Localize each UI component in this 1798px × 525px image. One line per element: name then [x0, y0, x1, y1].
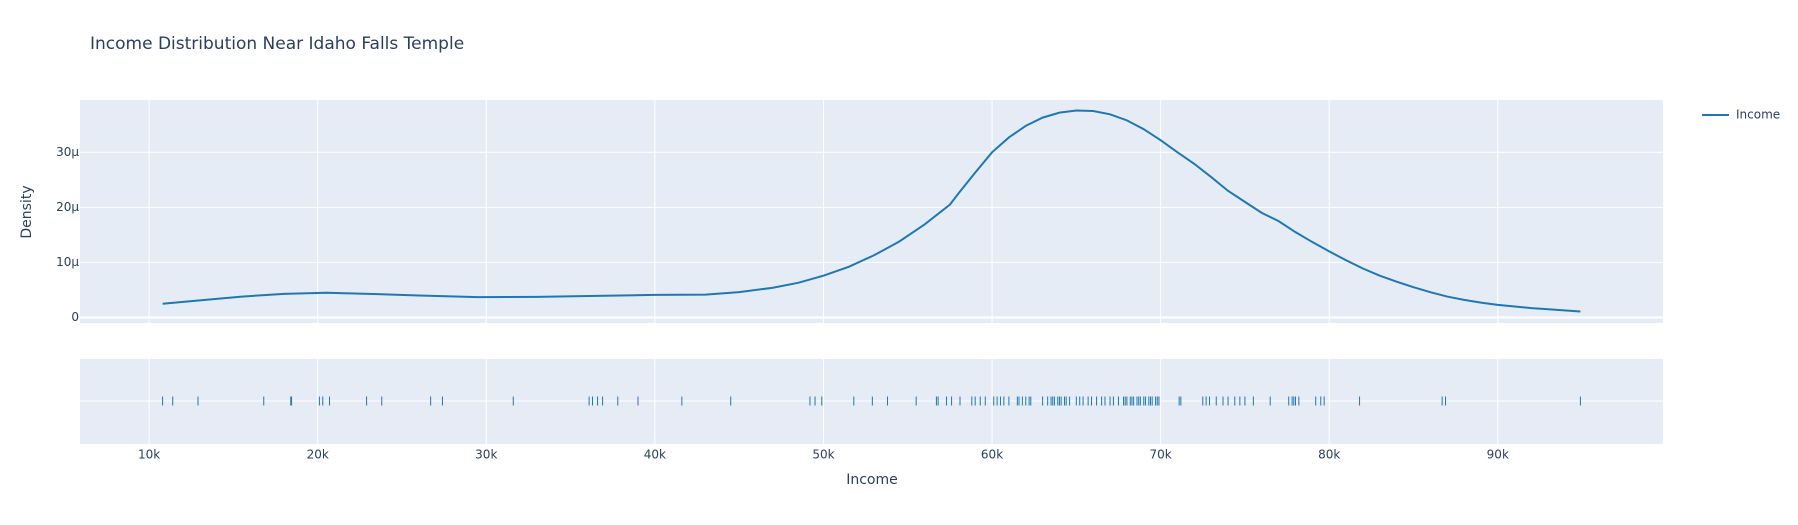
x-tick-label: 40k [644, 448, 666, 462]
x-tick-label: 10k [138, 448, 160, 462]
x-tick-label: 80k [1318, 448, 1340, 462]
y-tick-label: 30μ [56, 145, 79, 159]
x-tick-label: 70k [1150, 448, 1172, 462]
x-axis-title: Income [846, 472, 898, 488]
y-tick-label: 20μ [56, 200, 79, 214]
legend-label[interactable]: Income [1736, 108, 1780, 122]
x-tick-label: 60k [981, 448, 1003, 462]
density-line [162, 109, 1581, 313]
chart-title: Income Distribution Near Idaho Falls Tem… [90, 34, 464, 54]
plot-background [80, 100, 1663, 323]
x-tick-label: 30k [475, 448, 497, 462]
x-tick-label: 50k [812, 448, 834, 462]
y-tick-label: 0 [71, 310, 79, 324]
y-tick-label: 10μ [56, 255, 79, 269]
y-axis-title: Density [19, 185, 35, 238]
x-tick-label: 90k [1487, 448, 1509, 462]
x-tick-label: 20k [307, 448, 329, 462]
